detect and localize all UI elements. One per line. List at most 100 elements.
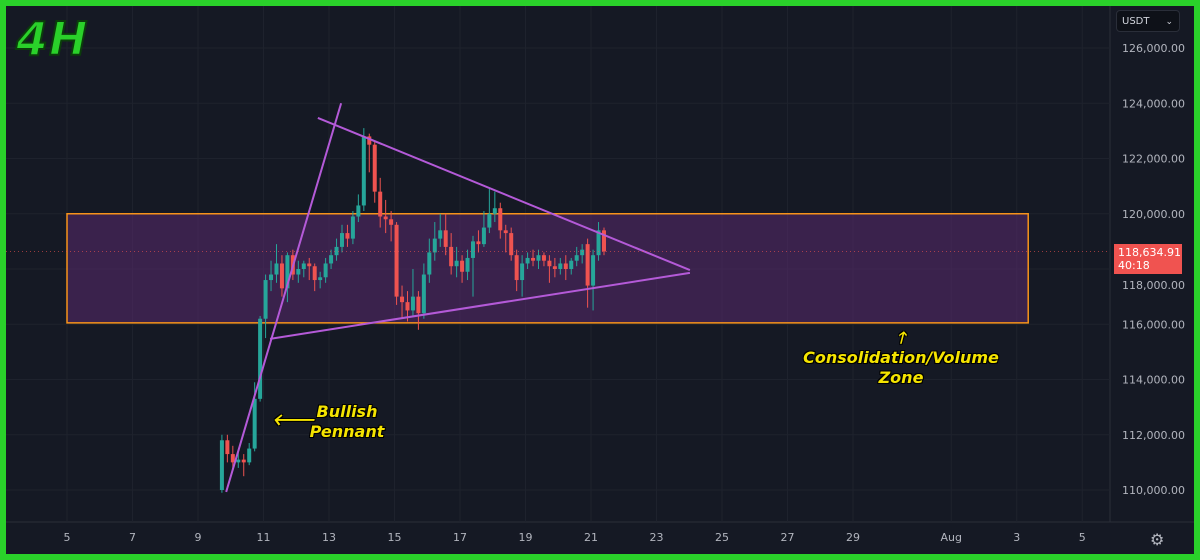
candle-body [329, 255, 334, 264]
candle [263, 274, 268, 339]
candle [585, 238, 590, 308]
candle [389, 210, 394, 242]
candle [345, 224, 350, 247]
candle [219, 434, 224, 493]
candle-body [438, 230, 443, 239]
candle [416, 291, 421, 330]
time-tick-label: 25 [715, 531, 729, 544]
consolidation-zone [66, 213, 1029, 324]
candle-body [252, 398, 257, 449]
candle [421, 263, 426, 319]
time-tick-label: 15 [388, 531, 402, 544]
candle [329, 249, 334, 269]
candle [460, 255, 465, 283]
candle [361, 128, 366, 211]
candle [465, 249, 470, 281]
candle [225, 434, 230, 463]
candle-body [432, 238, 437, 253]
candle [492, 191, 497, 223]
time-tick-label: 7 [129, 531, 136, 544]
candle-body [274, 263, 279, 275]
time-tick-label: 13 [322, 531, 336, 544]
candle [454, 246, 459, 278]
candle [591, 249, 596, 311]
candle [372, 141, 377, 203]
candle-body [525, 257, 530, 264]
currency-selector[interactable]: USDT ⌄ [1116, 10, 1180, 32]
candle-body [531, 257, 536, 261]
candle-body [454, 260, 459, 267]
chart-frame: 110,000.00 112,000.00 114,000.00 116,000.00… [6, 6, 1194, 554]
candle [487, 188, 492, 234]
time-tick-label: 11 [257, 531, 271, 544]
price-chart[interactable]: 110,000.00 112,000.00 114,000.00 116,000.00… [6, 6, 1194, 554]
candle [438, 213, 443, 247]
candle-body [427, 252, 432, 275]
candle [432, 222, 437, 261]
candle-body [498, 208, 503, 231]
candle-body [389, 219, 394, 225]
candle-body [258, 318, 263, 399]
candle [312, 263, 317, 292]
candle [580, 244, 585, 264]
time-tick-label: 23 [650, 531, 664, 544]
candle [498, 202, 503, 239]
candle [378, 177, 383, 228]
candle-body [323, 263, 328, 278]
candle-body [449, 246, 454, 267]
candle [323, 257, 328, 283]
time-tick-label: 21 [584, 531, 598, 544]
pennant-annotation: 🡐 Bullish Pennant [272, 402, 385, 441]
candle-body [361, 136, 366, 206]
candle [525, 252, 530, 269]
time-tick-label: 9 [195, 531, 202, 544]
currency-value: USDT [1122, 16, 1150, 27]
candle [563, 255, 568, 281]
candle-body [334, 246, 339, 256]
candle [531, 249, 536, 267]
candle [339, 224, 344, 253]
candle [356, 194, 361, 223]
candle-body [383, 216, 388, 220]
candle-body [492, 208, 497, 214]
candle-body [470, 241, 475, 258]
candle-body [394, 224, 399, 297]
candle-body [372, 144, 377, 192]
price-tick-label: 120,000.00 [1122, 208, 1185, 221]
zone-annotation: 🡑 Consolidation/Volume Zone [746, 328, 1056, 388]
price-tick-label: 126,000.00 [1122, 42, 1185, 55]
candle-body [460, 260, 465, 272]
candle-body [400, 296, 405, 303]
candle-body [476, 241, 481, 245]
candle-body [574, 255, 579, 261]
candle [410, 269, 415, 316]
candle [443, 213, 448, 256]
candle-body [580, 249, 585, 256]
candle-body [601, 230, 606, 252]
candle-body [443, 230, 448, 247]
time-tick-label: 19 [519, 531, 533, 544]
price-tick-label: 118,000.00 [1122, 279, 1185, 292]
candle-body [301, 263, 306, 269]
time-tick-label: 27 [781, 531, 795, 544]
candle-body [356, 205, 361, 217]
candle [400, 285, 405, 319]
time-tick-label: 5 [64, 531, 71, 544]
price-tick-label: 110,000.00 [1122, 484, 1185, 497]
candle-body [481, 227, 486, 245]
chevron-down-icon: ⌄ [1165, 17, 1173, 27]
candle-body [269, 274, 274, 281]
flagpole-line [225, 102, 343, 493]
candle [536, 249, 541, 269]
gear-icon[interactable]: ⚙ [1150, 530, 1165, 549]
candle-body [596, 230, 601, 256]
candle [520, 255, 525, 297]
candle-body [345, 233, 350, 239]
candle [547, 255, 552, 283]
candle-body [350, 216, 355, 239]
candle-body [279, 263, 284, 289]
time-tick-label: 29 [846, 531, 860, 544]
candle-body [520, 263, 525, 281]
candle [558, 257, 563, 275]
candle [601, 227, 606, 256]
